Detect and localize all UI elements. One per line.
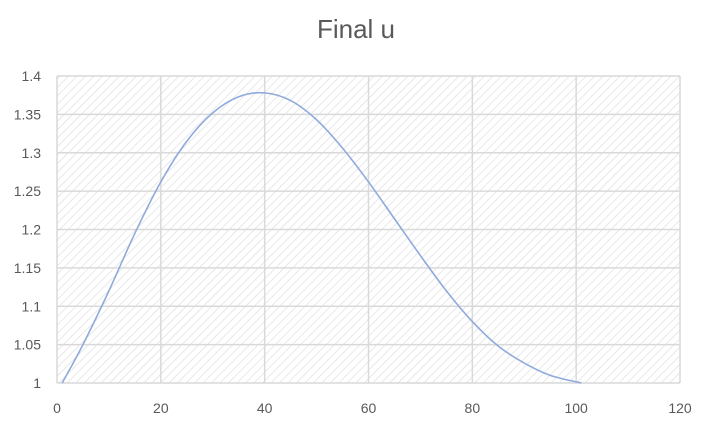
- y-tick-label: 1.1: [22, 298, 42, 314]
- y-tick-label: 1.2: [22, 222, 42, 238]
- series-line: [61, 91, 582, 384]
- y-tick-label: 1.05: [14, 337, 41, 353]
- y-axis: 1 1.05 1.1 1.15 1.2 1.25 1.3 1.35 1.4: [14, 68, 41, 391]
- x-tick-label: 60: [361, 400, 377, 416]
- x-tick-label: 120: [668, 400, 692, 416]
- chart-title: Final u: [316, 14, 396, 44]
- x-tick-label: 40: [257, 400, 273, 416]
- x-tick-label: 100: [564, 400, 588, 416]
- x-axis: 0 20 40 60 80 100 120: [53, 400, 692, 416]
- y-tick-label: 1.25: [14, 183, 41, 199]
- x-tick-label: 80: [465, 400, 481, 416]
- y-tick-label: 1.15: [14, 260, 41, 276]
- x-tick-label: 20: [153, 400, 169, 416]
- y-tick-label: 1.3: [22, 145, 42, 161]
- series-layer: [61, 91, 582, 384]
- x-tick-label: 0: [53, 400, 61, 416]
- gridlines: [56, 75, 681, 384]
- y-tick-label: 1: [33, 375, 41, 391]
- y-tick-label: 1.35: [14, 106, 41, 122]
- y-tick-label: 1.4: [22, 68, 42, 84]
